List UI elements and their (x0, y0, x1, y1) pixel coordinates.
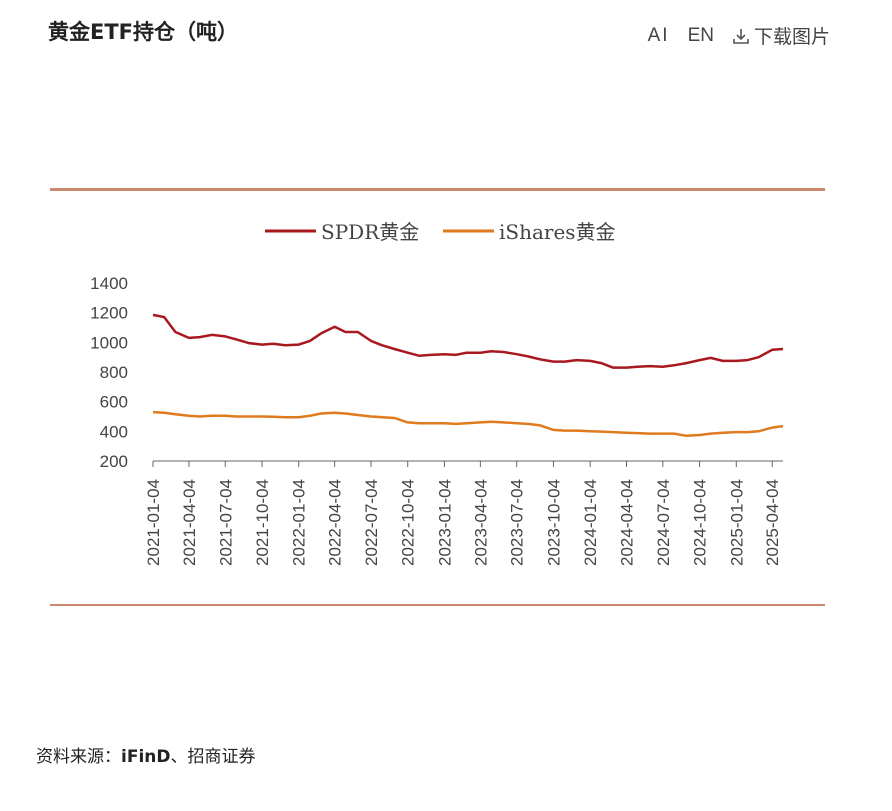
download-image-button[interactable]: 下载图片 (732, 22, 830, 49)
y-tick-label: 1000 (90, 333, 128, 352)
x-tick-label: 2023-01-04 (435, 479, 454, 566)
legend-label-ishares: iShares黄金 (499, 220, 616, 244)
y-tick-label: 1400 (90, 274, 128, 293)
x-tick-label: 2022-10-04 (399, 479, 418, 566)
y-tick-label: 1200 (90, 304, 128, 323)
x-tick-label: 2025-04-04 (763, 479, 782, 566)
source-note: 资料来源：iFinD、招商证券 (36, 742, 255, 767)
series-line-spdr (152, 313, 784, 369)
y-axis: 200 400 600 800 1000 1200 1400 (90, 274, 128, 471)
download-label: 下载图片 (753, 27, 830, 48)
y-tick-label: 400 (100, 422, 128, 441)
y-tick-label: 200 (100, 452, 128, 471)
x-tick-label: 2024-04-04 (617, 479, 636, 566)
x-tick-label: 2025-01-04 (727, 479, 746, 566)
x-tick-label: 2022-07-04 (362, 479, 381, 566)
y-tick-label: 800 (100, 363, 128, 382)
page-title: 黄金ETF持仓（吨） (48, 20, 239, 44)
x-tick-label: 2021-10-04 (253, 479, 272, 566)
ai-label: AI (647, 24, 670, 46)
x-tick-label: 2021-01-04 (144, 479, 163, 566)
x-tick-label: 2021-07-04 (216, 479, 235, 566)
legend: SPDR黄金 iShares黄金 (265, 220, 616, 244)
x-tick-label: 2023-04-04 (471, 479, 490, 566)
source-suffix: 、招商证券 (170, 747, 256, 767)
series-layer (152, 313, 784, 438)
x-tick-label: 2022-01-04 (290, 479, 309, 566)
x-tick-label: 2023-10-04 (544, 479, 563, 566)
x-tick-label: 2024-07-04 (654, 479, 673, 566)
en-button[interactable]: EN (688, 25, 714, 47)
legend-label-spdr: SPDR黄金 (321, 220, 419, 244)
x-axis: 2021-01-04 2021-04-04 2021-07-04 2021-10-04… (144, 460, 783, 566)
source-prefix: 资料来源： (36, 747, 121, 767)
toolbar: AI EN 下载图片 (648, 22, 830, 49)
x-tick-label: 2024-01-04 (581, 479, 600, 566)
en-label: EN (687, 24, 714, 46)
x-tick-label: 2021-04-04 (180, 479, 199, 566)
download-icon (732, 27, 750, 45)
ai-button[interactable]: AI (648, 25, 670, 47)
chart-top-rule (50, 188, 825, 191)
chart-bottom-rule (50, 604, 825, 606)
x-tick-label: 2022-04-04 (326, 479, 345, 566)
x-tick-label: 2024-10-04 (691, 479, 710, 566)
y-tick-label: 600 (100, 393, 128, 412)
series-line-ishares (152, 410, 784, 438)
source-name: iFinD (121, 747, 171, 767)
x-tick-label: 2023-07-04 (508, 479, 527, 566)
